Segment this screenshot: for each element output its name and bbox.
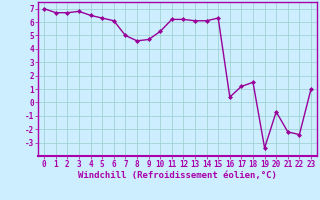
X-axis label: Windchill (Refroidissement éolien,°C): Windchill (Refroidissement éolien,°C) — [78, 171, 277, 180]
